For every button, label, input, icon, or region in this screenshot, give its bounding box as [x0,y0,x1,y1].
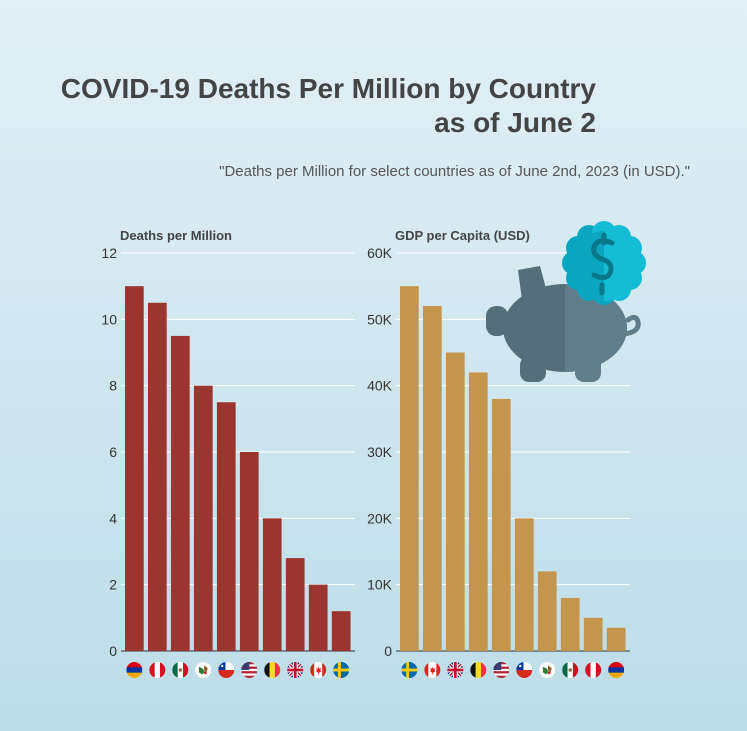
flag-belgium-icon [470,662,487,678]
flag-armenia-icon [126,662,143,678]
gdp-chart: 0 10K 20K 30K 40K 50K 60K [367,245,630,678]
deaths-bar-sweden [331,611,351,651]
deaths-bar-brazil [193,385,213,651]
deaths-bar-canada [308,584,328,651]
gdp-bar-sweden [400,286,419,651]
gdp-ytick-label: 50K [367,311,393,327]
gdp-bar-united-states [491,398,511,651]
deaths-bar-mexico [170,335,190,651]
flag-armenia-icon [608,662,625,678]
flag-chile-icon [218,662,235,678]
flag-united-kingdom-icon [447,662,464,678]
gdp-ytick-label: 10K [367,577,393,593]
chart-title-line1: COVID-19 Deaths Per Million by Country [60,73,596,104]
deaths-ytick-label: 6 [109,444,117,460]
flag-belgium-icon [264,662,281,678]
flag-mexico-icon [172,662,189,678]
deaths-ytick-label: 2 [109,577,117,593]
gdp-bar-mexico [560,597,580,651]
gdp-bar-brazil [537,571,557,651]
deaths-ytick-label: 12 [101,245,117,261]
flag-sweden-icon [333,662,350,678]
deaths-ytick-label: 8 [109,378,117,394]
piggy-bank-icon [486,266,641,382]
deaths-chart: 0 2 4 6 8 10 12 [101,245,355,678]
gdp-bar-peru [583,617,603,651]
deaths-bar-united-states [239,452,259,651]
deaths-bar-belgium [262,518,282,651]
flag-united-states-icon [241,662,258,678]
deaths-bar-united-kingdom [285,558,305,651]
flag-brazil-icon [539,662,556,678]
gdp-ytick-label: 40K [367,378,393,394]
deaths-ytick-label: 10 [101,311,117,327]
gdp-axis-label: GDP per Capita (USD) [395,228,530,243]
flag-mexico-icon [562,662,579,678]
coin-icon [562,221,646,305]
flag-brazil-icon [195,662,212,678]
chart-subtitle: "Deaths per Million for select countries… [219,163,690,180]
deaths-ytick-label: 0 [109,643,117,659]
flag-united-states-icon [493,662,510,678]
flag-canada-icon [310,662,327,678]
chart-title-line2: as of June 2 [434,107,596,138]
gdp-bar-united-kingdom [445,352,465,651]
flag-peru-icon [585,662,602,678]
deaths-bar-armenia [125,286,144,651]
deaths-axis-label: Deaths per Million [120,228,232,243]
deaths-bar-chile [216,402,236,651]
gdp-ytick-label: 0 [384,643,392,659]
gdp-ytick-label: 30K [367,444,393,460]
gdp-bar-canada [422,306,442,651]
gdp-bar-belgium [468,372,488,651]
deaths-ytick-label: 4 [109,510,117,526]
gdp-bar-chile [514,518,534,651]
deaths-bar-peru [147,302,167,651]
flag-peru-icon [149,662,166,678]
gdp-ytick-label: 60K [367,245,393,261]
flag-united-kingdom-icon [287,662,304,678]
gdp-bar-armenia [606,627,626,651]
flag-chile-icon [516,662,533,678]
gdp-ytick-label: 20K [367,510,393,526]
chart-title: COVID-19 Deaths Per Million by Country a… [40,72,596,140]
flag-canada-icon [424,662,441,678]
flag-sweden-icon [401,662,418,678]
